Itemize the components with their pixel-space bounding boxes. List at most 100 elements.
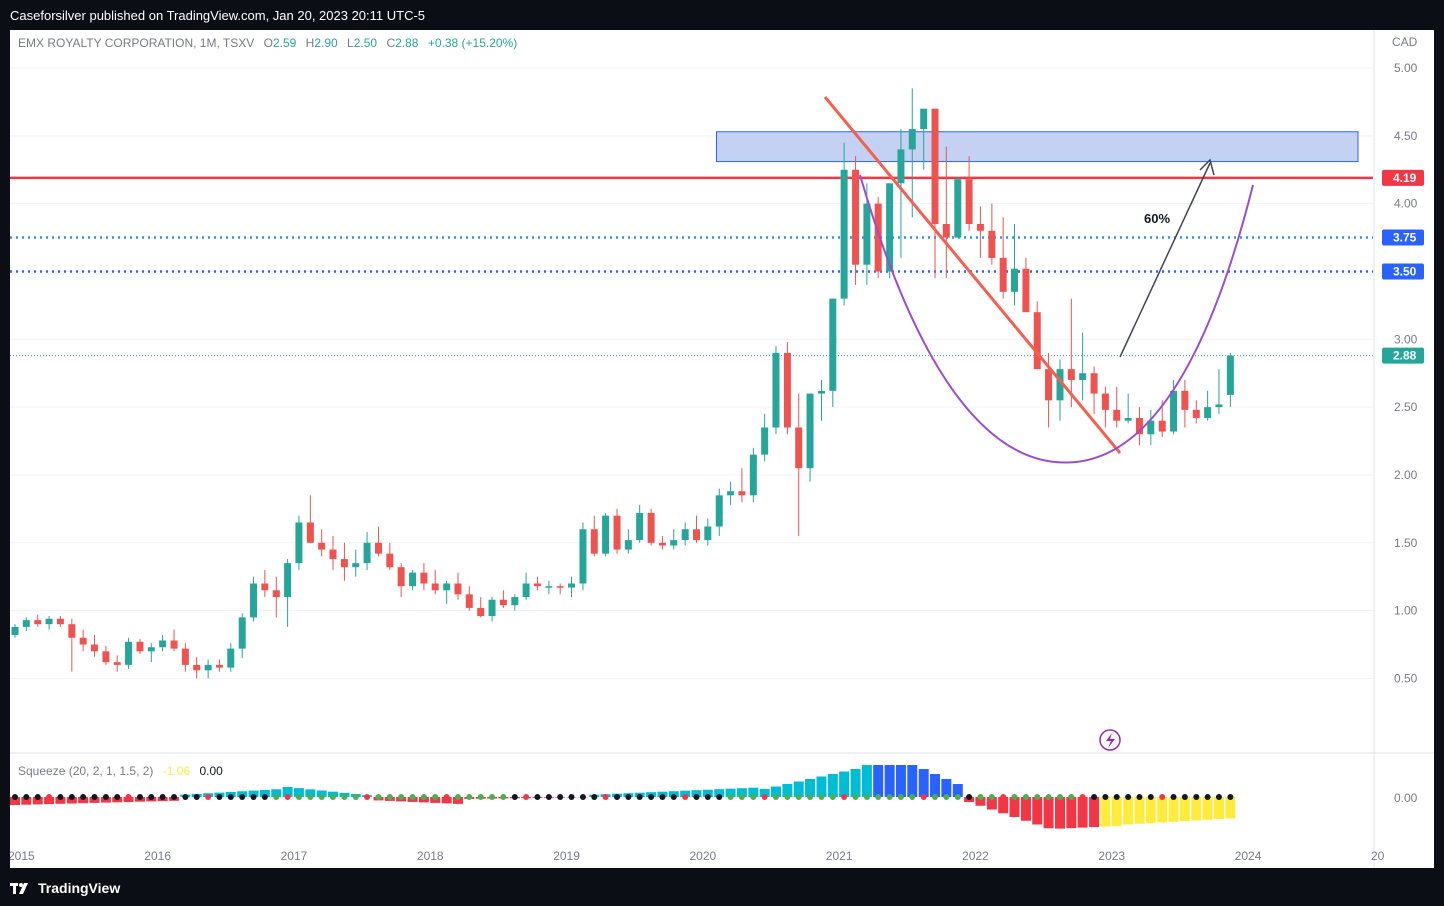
squeeze-bar	[1202, 797, 1213, 820]
candle-body	[806, 393, 814, 469]
candle-body	[284, 563, 292, 598]
candle-body	[68, 624, 76, 638]
horizontal-levels[interactable]	[10, 176, 1373, 357]
candle-body	[693, 529, 700, 541]
squeeze-bar	[748, 787, 759, 797]
squeeze-dot	[273, 794, 280, 800]
candle-body	[488, 599, 496, 617]
price-tick-label: 2.00	[1394, 468, 1418, 482]
chart-panel[interactable]: 60% 5.00 4.50 4.00 3.50 3.00 2.50 2.00 1.50 1.00…	[8, 30, 1434, 868]
high-label: H	[306, 36, 315, 50]
squeeze-dot	[250, 794, 257, 800]
squeeze-bar	[782, 783, 793, 797]
time-tick-label: 2015	[10, 849, 35, 863]
squeeze-dot	[761, 794, 768, 800]
squeeze-bar	[850, 768, 861, 797]
candle-body	[22, 620, 30, 627]
candle-body	[545, 586, 553, 588]
candle-body	[976, 223, 984, 231]
squeeze-dot	[216, 794, 223, 800]
target-arrow-head	[1199, 158, 1215, 176]
candle-body	[1226, 355, 1234, 395]
candlestick-chart[interactable]: 60% 5.00 4.50 4.00 3.50 3.00 2.50 2.00 1.50 1.00…	[8, 30, 1434, 868]
squeeze-bar	[691, 790, 702, 797]
indicator-name: Squeeze (20, 2, 1, 1.5, 2)	[18, 764, 153, 778]
squeeze-dot	[364, 794, 371, 800]
squeeze-bar	[248, 790, 259, 797]
candle-body	[420, 572, 428, 584]
downtrend-line[interactable]	[823, 96, 1122, 454]
squeeze-dot	[954, 794, 961, 800]
candle-body	[90, 644, 98, 652]
candle-body	[533, 583, 541, 587]
candle-body	[375, 542, 383, 554]
candle-body	[942, 223, 950, 238]
squeeze-dot	[727, 794, 734, 800]
price-tick-label: 4.00	[1394, 197, 1418, 211]
squeeze-dot	[1022, 794, 1029, 800]
candle-body	[56, 618, 64, 625]
squeeze-dot	[1227, 794, 1234, 800]
squeeze-bar	[66, 797, 77, 804]
candle-body	[579, 529, 587, 584]
squeeze-bar	[998, 797, 1009, 814]
squeeze-bar	[452, 797, 463, 804]
squeeze-bar	[78, 797, 89, 804]
candle-body	[340, 559, 348, 568]
squeeze-dot	[738, 794, 745, 800]
squeeze-dot	[988, 794, 995, 800]
squeeze-dot	[875, 794, 882, 800]
squeeze-dot	[977, 794, 984, 800]
squeeze-dot	[239, 794, 246, 800]
squeeze-dot	[1215, 794, 1222, 800]
squeeze-bar	[55, 797, 66, 804]
candle-body	[1101, 393, 1109, 410]
squeeze-dot	[23, 794, 30, 800]
squeeze-dot	[636, 794, 643, 800]
squeeze-bar	[884, 765, 895, 797]
candle-body	[79, 637, 87, 645]
candle-body	[1124, 417, 1132, 421]
target-arrow-line[interactable]	[1119, 162, 1211, 358]
candle-body	[715, 495, 723, 527]
squeeze-bar	[873, 765, 884, 797]
squeeze-dot	[545, 794, 552, 800]
candle-body	[261, 583, 269, 591]
tradingview-logo[interactable]: TradingView	[10, 880, 120, 896]
price-scale[interactable]: 5.00 4.50 4.00 3.50 3.00 2.50 2.00 1.50 1.00 0.50	[1373, 30, 1418, 868]
candle-body	[840, 169, 848, 299]
tradingview-logo-icon	[10, 883, 28, 894]
price-tag-label: 3.50	[1393, 264, 1417, 278]
cup-curve[interactable]	[859, 174, 1254, 464]
time-tick-label: 2022	[962, 849, 989, 863]
candle-body	[897, 149, 905, 184]
candle-body	[454, 583, 462, 595]
squeeze-dot	[909, 794, 916, 800]
squeeze-dot	[443, 794, 450, 800]
squeeze-dot	[523, 794, 530, 800]
footer: TradingView	[0, 870, 1444, 906]
squeeze-dot	[386, 794, 393, 800]
lightning-icon[interactable]	[1099, 729, 1121, 751]
squeeze-bar	[736, 788, 747, 797]
candle-body	[318, 542, 326, 550]
squeeze-dot	[795, 794, 802, 800]
squeeze-bar	[1032, 797, 1043, 825]
candle-body	[102, 651, 110, 663]
time-axis[interactable]: 2015 2016 2017 2018 2019 2020 2021 2022 2023 2024…	[8, 849, 1385, 863]
resistance-zone[interactable]	[716, 131, 1359, 163]
squeeze-dot	[114, 794, 121, 800]
candle-body	[306, 522, 314, 543]
candle-body	[45, 618, 53, 625]
candle-body	[1215, 404, 1223, 408]
currency-label: CAD	[1392, 35, 1418, 49]
candle-body	[727, 491, 735, 496]
squeeze-bar	[975, 797, 986, 806]
squeeze-dot	[818, 794, 825, 800]
price-tick-label: 5.00	[1394, 61, 1418, 75]
squeeze-dot	[784, 794, 791, 800]
candle-body	[602, 515, 610, 554]
candle-body	[329, 549, 337, 560]
candle-body	[522, 583, 530, 598]
squeeze-bar	[1225, 797, 1236, 819]
